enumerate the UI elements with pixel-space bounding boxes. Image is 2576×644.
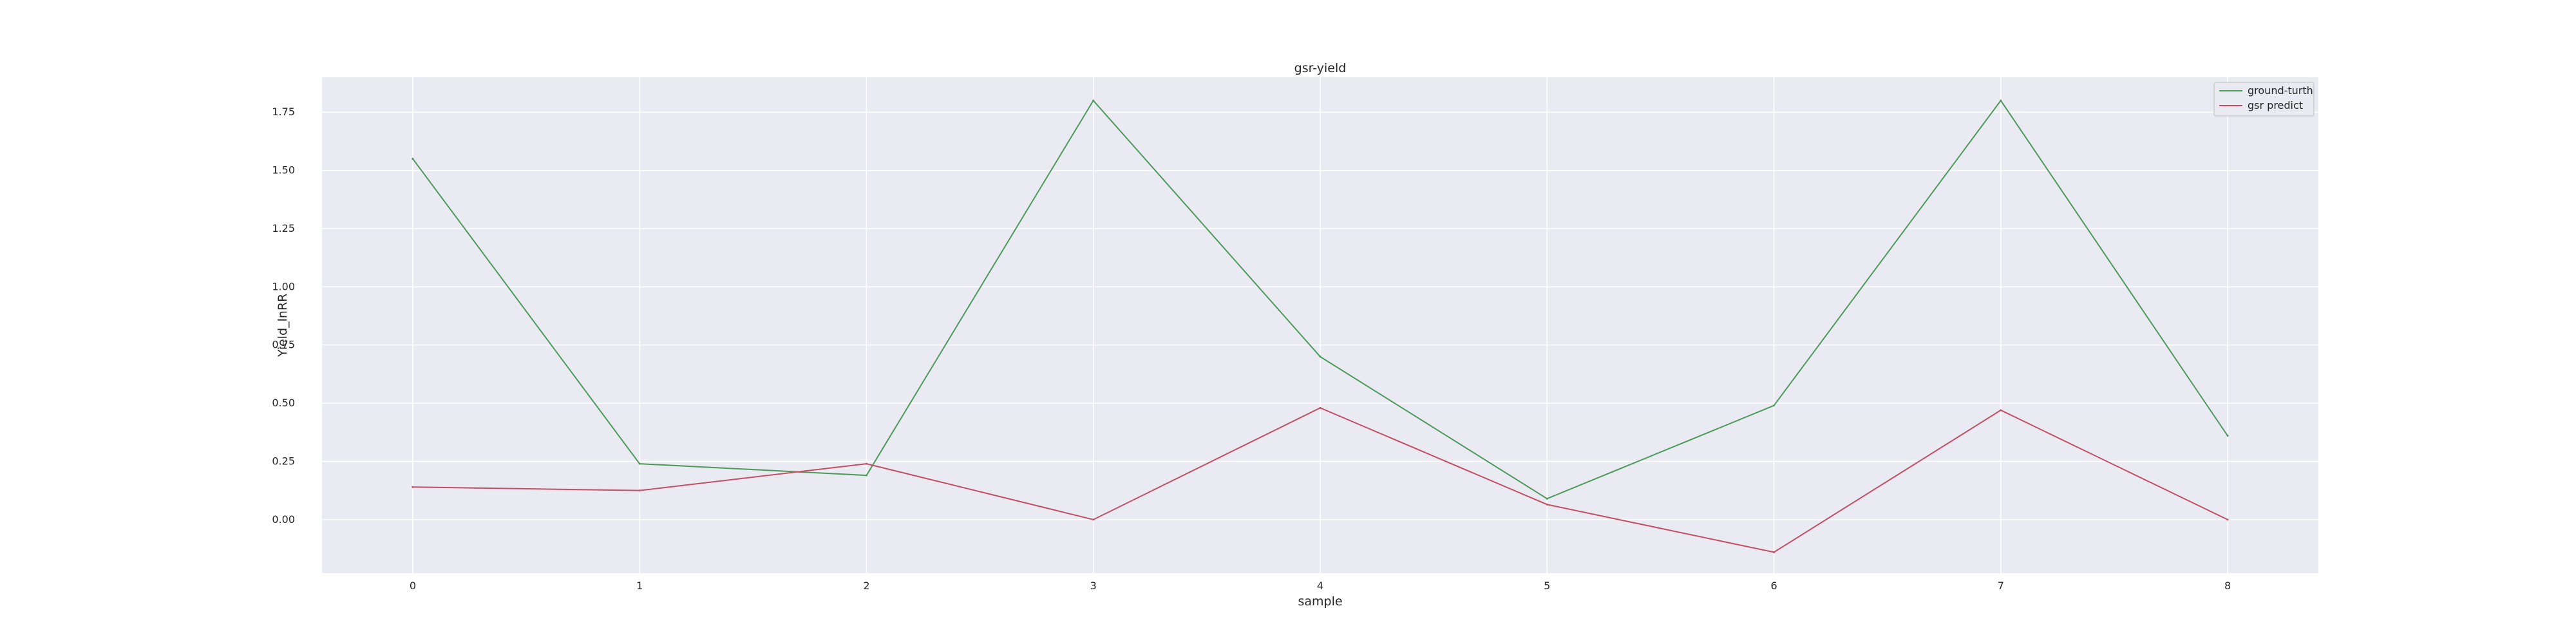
x-axis-label: sample xyxy=(1298,594,1342,609)
data-point-gsr-predict xyxy=(1319,406,1321,409)
grid xyxy=(322,77,2318,573)
x-tick-label: 7 xyxy=(1998,580,2004,592)
data-point-ground-turth xyxy=(865,474,867,477)
x-tick-label: 2 xyxy=(863,580,869,592)
x-tick-label: 8 xyxy=(2224,580,2231,592)
data-point-gsr-predict xyxy=(638,489,641,492)
y-tick-label: 0.50 xyxy=(272,397,295,409)
data-point-ground-turth xyxy=(1092,99,1095,102)
data-point-ground-turth xyxy=(1773,404,1776,407)
data-point-gsr-predict xyxy=(1092,518,1095,521)
data-point-ground-turth xyxy=(2226,435,2229,437)
data-point-gsr-predict xyxy=(865,462,867,465)
legend-label-ground-turth: ground-turth xyxy=(2248,84,2313,97)
y-tick-label: 0.00 xyxy=(272,513,295,526)
y-tick-label: 1.00 xyxy=(272,280,295,292)
y-axis-label: Yield_lnRR xyxy=(276,294,290,357)
series-lines xyxy=(412,99,2229,553)
data-point-gsr-predict xyxy=(1546,503,1548,506)
x-tick-label: 6 xyxy=(1770,580,1777,592)
x-tick-labels: 0 1 2 3 4 5 6 7 8 xyxy=(410,580,2231,592)
x-tick-label: 0 xyxy=(410,580,416,592)
data-point-ground-turth xyxy=(412,158,414,160)
x-tick-label: 1 xyxy=(636,580,643,592)
legend-label-gsr-predict: gsr predict xyxy=(2248,99,2303,111)
data-point-ground-turth xyxy=(638,462,641,465)
data-point-gsr-predict xyxy=(1773,551,1776,553)
legend: ground-turth gsr predict xyxy=(2213,82,2315,117)
y-tick-label: 0.25 xyxy=(272,455,295,467)
y-tick-label: 1.25 xyxy=(272,222,295,234)
data-point-gsr-predict xyxy=(2226,518,2229,521)
data-point-ground-turth xyxy=(1319,355,1321,358)
x-tick-label: 3 xyxy=(1090,580,1097,592)
x-tick-label: 4 xyxy=(1317,580,1323,592)
data-point-ground-turth xyxy=(2000,99,2002,102)
x-tick-label: 5 xyxy=(1544,580,1550,592)
chart-title: gsr-yield xyxy=(1294,61,1347,75)
y-tick-labels: 0.00 0.25 0.50 0.75 1.00 1.25 1.50 1.75 xyxy=(272,106,295,526)
y-tick-label: 1.75 xyxy=(272,106,295,118)
data-point-gsr-predict xyxy=(2000,409,2002,412)
y-tick-label: 0.75 xyxy=(272,339,295,351)
y-tick-label: 1.50 xyxy=(272,164,295,176)
data-point-gsr-predict xyxy=(412,486,414,488)
data-point-ground-turth xyxy=(1546,497,1548,500)
